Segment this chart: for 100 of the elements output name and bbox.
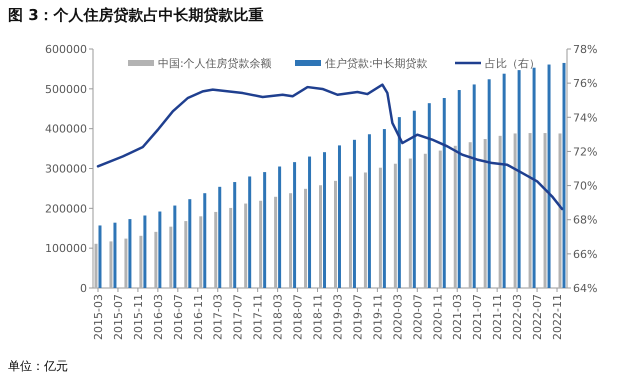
legend-label: 占比（右） (485, 57, 540, 70)
y-tick-label: 500000 (45, 82, 87, 96)
x-tick-label: 2015-11 (132, 294, 145, 340)
bar (472, 84, 476, 288)
y-tick-label: 400000 (45, 122, 87, 136)
y2-tick-label: 64% (573, 282, 598, 295)
x-tick-label: 2018-11 (312, 294, 325, 340)
bar (214, 212, 218, 288)
x-tick-label: 2019-07 (351, 294, 364, 340)
bar (348, 176, 352, 288)
y2-tick-label: 72% (573, 145, 598, 158)
legend-label: 住户贷款:中长期贷款 (325, 57, 428, 70)
y-tick-label: 0 (80, 282, 87, 295)
legend-label: 中国:个人住房贷款余额 (158, 57, 272, 70)
y2-tick-label: 66% (573, 248, 598, 261)
x-tick-label: 2021-03 (451, 294, 464, 340)
bar (199, 216, 202, 288)
y-tick-label: 100000 (45, 242, 87, 256)
y-tick-label: 600000 (45, 43, 87, 56)
y-tick-label: 300000 (45, 162, 87, 176)
bar (352, 140, 356, 288)
bar (334, 180, 337, 288)
bar (308, 156, 312, 288)
bar (458, 90, 461, 288)
bar (203, 193, 206, 288)
bar (528, 133, 532, 288)
x-tick-label: 2017-07 (232, 294, 245, 340)
bar (323, 152, 326, 288)
bar (319, 185, 322, 288)
chart-title: 图 3：个人住房贷款占中长期贷款比重 (8, 6, 264, 24)
x-tick-label: 2016-07 (172, 294, 185, 340)
bar (274, 196, 278, 288)
x-tick-label: 2015-07 (112, 294, 125, 340)
bar (532, 68, 536, 288)
x-tick-label: 2018-07 (292, 294, 305, 340)
bar (184, 221, 188, 288)
bar (229, 208, 232, 288)
x-tick-label: 2016-03 (152, 294, 165, 340)
bar (218, 186, 222, 288)
x-tick-label: 2020-03 (391, 294, 404, 340)
x-tick-label: 2018-03 (272, 294, 285, 340)
x-tick-label: 2016-11 (192, 294, 205, 340)
bar (233, 182, 236, 288)
bar (248, 176, 252, 288)
bar (382, 129, 386, 288)
bar (113, 222, 116, 288)
bar (338, 145, 341, 288)
line-series (96, 83, 564, 210)
bar (428, 103, 431, 288)
bar (502, 74, 506, 288)
bar (398, 117, 401, 288)
x-tick-label: 2019-11 (371, 294, 384, 340)
bar (98, 225, 102, 288)
x-tick-label: 2022-07 (531, 294, 544, 340)
bar (544, 133, 547, 288)
bar (173, 206, 176, 288)
y-tick-label: 200000 (45, 202, 87, 216)
bar (124, 238, 128, 288)
bar (154, 232, 158, 288)
bar (488, 79, 491, 288)
bar (293, 162, 296, 288)
bar (438, 150, 442, 288)
bar (424, 154, 427, 288)
bar (468, 142, 472, 288)
y2-tick-label: 78% (573, 43, 598, 56)
bar (188, 199, 192, 288)
bar (289, 193, 292, 288)
bar (454, 146, 457, 288)
bar (442, 98, 446, 288)
bar (259, 200, 262, 288)
bar (394, 164, 397, 288)
bar (278, 166, 282, 288)
bar (139, 236, 142, 288)
x-tick-label: 2022-11 (551, 294, 564, 340)
bar (484, 139, 487, 288)
bar (558, 133, 562, 288)
bar (378, 168, 382, 288)
x-tick-label: 2021-11 (491, 294, 504, 340)
bar (548, 64, 551, 288)
bar (412, 110, 416, 288)
y2-tick-label: 76% (573, 77, 598, 90)
bar (128, 219, 132, 288)
x-tick-label: 2020-11 (431, 294, 444, 340)
bar (143, 216, 146, 288)
bar (244, 204, 248, 288)
x-tick-label: 2015-03 (92, 294, 105, 340)
bar (263, 172, 266, 288)
y2-tick-label: 74% (573, 111, 598, 124)
bar (368, 134, 371, 288)
bar (304, 188, 308, 288)
bar (109, 241, 112, 288)
y2-tick-label: 70% (573, 180, 598, 193)
x-tick-label: 2020-07 (411, 294, 424, 340)
bar (518, 70, 521, 288)
bar (498, 136, 502, 288)
bar (408, 158, 412, 288)
bar (364, 172, 367, 288)
bar (562, 62, 566, 288)
bar (169, 226, 172, 288)
x-tick-label: 2019-03 (331, 294, 344, 340)
